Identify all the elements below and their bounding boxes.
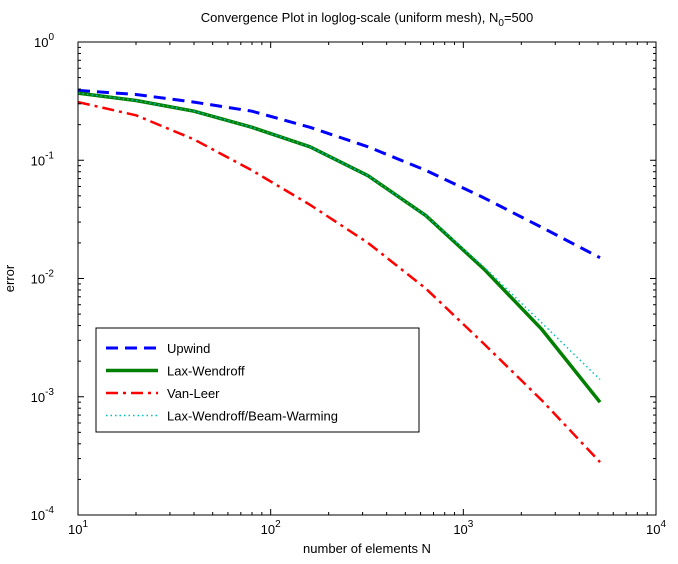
series-line-lax-wendroff-beam-warming (77, 92, 601, 381)
x-axis-label: number of elements N (303, 541, 431, 556)
y-tick-label-base: 10 (31, 153, 45, 168)
chart-title-subscript: 0 (498, 18, 504, 29)
y-tick-label-base: 10 (34, 35, 48, 50)
y-tick-label: 10-2 (31, 269, 55, 287)
plot-frame (77, 41, 657, 516)
y-tick-label-exponent: -2 (45, 269, 54, 280)
x-tick-label-exponent: 2 (275, 519, 281, 530)
x-tick-label: 102 (261, 519, 281, 537)
x-tick-label-exponent: 3 (468, 519, 474, 530)
x-tick-label: 104 (646, 519, 666, 537)
legend-label: Upwind (167, 341, 210, 356)
y-tick-label-base: 10 (31, 272, 45, 287)
x-tick-label-exponent: 4 (660, 519, 666, 530)
y-tick-label-exponent: 0 (48, 32, 54, 43)
y-tick-label-exponent: -1 (45, 150, 54, 161)
chart-title-suffix: =500 (504, 10, 533, 25)
chart-title: Convergence Plot in loglog-scale (unifor… (201, 10, 534, 29)
y-tick-label: 100 (34, 32, 54, 50)
y-tick-label-exponent: -4 (45, 505, 54, 516)
chart-title-main: Convergence Plot in loglog-scale (unifor… (201, 10, 499, 25)
y-tick-label: 10-3 (31, 387, 55, 405)
series-line-upwind (77, 88, 601, 260)
legend-box (95, 327, 420, 433)
x-tick-label-base: 10 (453, 522, 467, 537)
x-tick-label: 101 (68, 519, 88, 537)
series-layer (77, 88, 602, 463)
y-tick-label: 10-1 (31, 150, 55, 168)
legend-label: Van-Leer (167, 386, 220, 401)
y-tick-label-base: 10 (31, 390, 45, 405)
x-tick-label-base: 10 (646, 522, 660, 537)
x-tick-label-base: 10 (261, 522, 275, 537)
x-tick-label-base: 10 (68, 522, 82, 537)
legend-label: Lax-Wendroff (167, 364, 245, 379)
y-axis-label: error (2, 264, 17, 292)
legend-label: Lax-Wendroff/Beam-Warming (167, 409, 338, 424)
x-tick-label-exponent: 1 (82, 519, 88, 530)
y-tick-label-base: 10 (31, 508, 45, 523)
plot-area (78, 42, 656, 515)
y-tick-label: 10-4 (31, 505, 55, 523)
legend: Upwind Lax-Wendroff Van-Leer Lax-Wendroff/B… (95, 327, 420, 433)
x-tick-label: 103 (453, 519, 473, 537)
series-line-van-leer (77, 100, 601, 463)
y-tick-label-exponent: -3 (45, 387, 54, 398)
